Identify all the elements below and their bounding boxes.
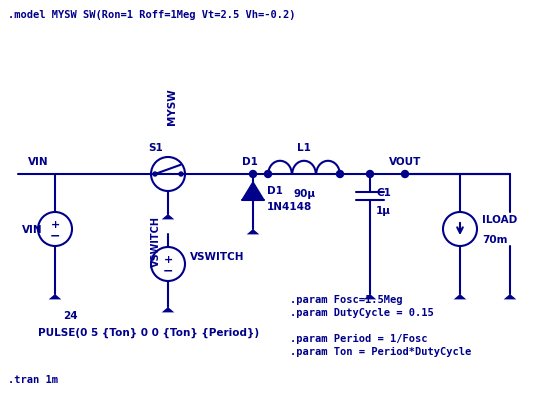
Text: −: − <box>163 264 173 277</box>
Text: 1μ: 1μ <box>376 205 391 215</box>
Text: 90μ: 90μ <box>293 188 315 198</box>
Text: .param Ton = Period*DutyCycle: .param Ton = Period*DutyCycle <box>290 346 471 356</box>
Circle shape <box>367 171 373 178</box>
Text: MYSW: MYSW <box>167 88 177 125</box>
Text: +: + <box>50 219 60 229</box>
Text: VSWITCH: VSWITCH <box>190 251 244 261</box>
Text: D1: D1 <box>242 157 258 166</box>
Circle shape <box>336 171 343 178</box>
Text: .param Fosc=1.5Meg: .param Fosc=1.5Meg <box>290 294 403 304</box>
Text: PULSE(0 5 {Ton} 0 0 {Ton} {Period}): PULSE(0 5 {Ton} 0 0 {Ton} {Period}) <box>38 327 259 337</box>
Text: 24: 24 <box>63 310 77 320</box>
Polygon shape <box>242 182 264 200</box>
Text: S1: S1 <box>149 143 163 153</box>
Polygon shape <box>364 294 376 300</box>
Polygon shape <box>49 294 61 300</box>
Text: C1: C1 <box>376 188 391 198</box>
Circle shape <box>153 172 157 176</box>
Text: 70m: 70m <box>482 235 508 244</box>
Circle shape <box>249 171 257 178</box>
Polygon shape <box>247 229 259 235</box>
Text: .param Period = 1/Fosc: .param Period = 1/Fosc <box>290 333 427 343</box>
Text: L1: L1 <box>297 143 311 153</box>
Polygon shape <box>161 215 174 220</box>
Text: VIN: VIN <box>22 225 43 235</box>
Circle shape <box>179 172 183 176</box>
Text: VIN: VIN <box>28 157 49 166</box>
Text: 1N4148: 1N4148 <box>267 201 312 211</box>
Text: VOUT: VOUT <box>389 157 421 166</box>
Text: D1: D1 <box>267 186 283 196</box>
Text: .tran 1m: .tran 1m <box>8 374 58 384</box>
Text: .param DutyCycle = 0.15: .param DutyCycle = 0.15 <box>290 307 434 317</box>
Polygon shape <box>453 294 466 300</box>
Polygon shape <box>161 307 174 313</box>
Text: −: − <box>50 229 60 242</box>
Text: ILOAD: ILOAD <box>482 215 517 225</box>
Circle shape <box>401 171 409 178</box>
Circle shape <box>264 171 272 178</box>
Text: +: + <box>163 254 173 264</box>
Text: .model MYSW SW(Ron=1 Roff=1Meg Vt=2.5 Vh=-0.2): .model MYSW SW(Ron=1 Roff=1Meg Vt=2.5 Vh… <box>8 10 295 20</box>
Text: VSWITCH: VSWITCH <box>151 215 161 266</box>
Polygon shape <box>504 294 517 300</box>
